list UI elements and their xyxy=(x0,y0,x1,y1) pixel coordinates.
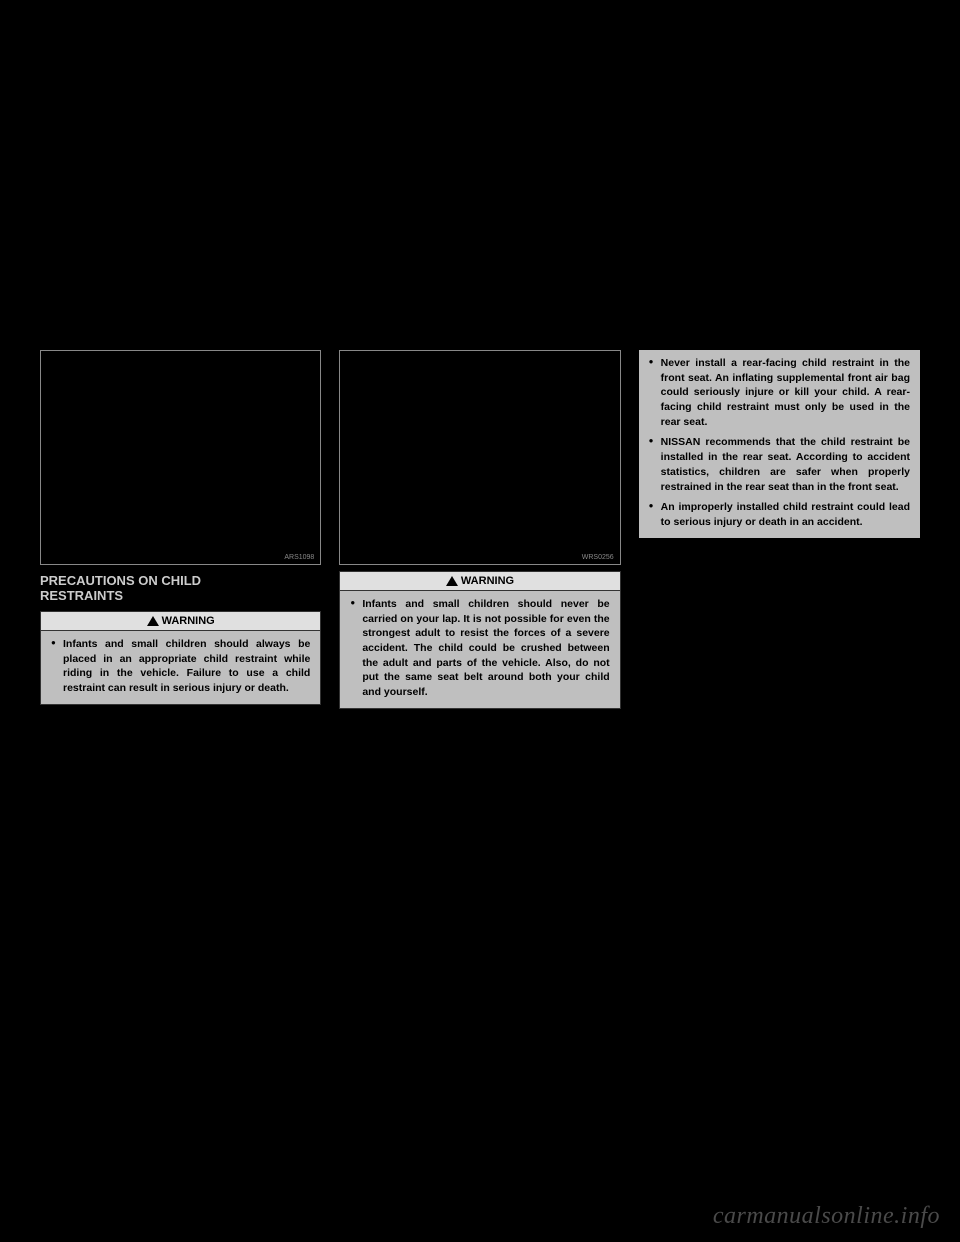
section-title: PRECAUTIONS ON CHILDRESTRAINTS xyxy=(40,573,321,603)
warning-item: NISSAN recommends that the child restrai… xyxy=(649,435,910,494)
warning-box-middle: WARNING Infants and small children shoul… xyxy=(339,571,620,709)
left-column: ARS1098 PRECAUTIONS ON CHILDRESTRAINTS W… xyxy=(40,350,321,709)
right-column: Never install a rear-facing child restra… xyxy=(639,350,920,709)
warning-body-middle: Infants and small children should never … xyxy=(340,591,619,708)
image-code-left: ARS1098 xyxy=(284,554,314,561)
middle-column: WRS0256 WARNING Infants and small childr… xyxy=(339,350,620,709)
warning-item: Infants and small children should never … xyxy=(350,597,609,700)
warning-icon xyxy=(147,616,159,626)
image-code-middle: WRS0256 xyxy=(582,554,614,561)
warning-list-middle: Infants and small children should never … xyxy=(350,597,609,700)
warning-body-left: Infants and small children should always… xyxy=(41,631,320,704)
warning-box-left: WARNING Infants and small children shoul… xyxy=(40,611,321,705)
warning-item: An improperly installed child restraint … xyxy=(649,500,910,529)
illustration-left: ARS1098 xyxy=(40,350,321,565)
warning-label: WARNING xyxy=(461,575,514,587)
watermark: carmanualsonline.info xyxy=(713,1203,940,1230)
warning-item: Never install a rear-facing child restra… xyxy=(649,356,910,429)
warning-header-middle: WARNING xyxy=(340,572,619,591)
warning-label: WARNING xyxy=(162,615,215,627)
warning-header-left: WARNING xyxy=(41,612,320,631)
illustration-middle: WRS0256 xyxy=(339,350,620,565)
warning-item: Infants and small children should always… xyxy=(51,637,310,696)
warning-list-left: Infants and small children should always… xyxy=(51,637,310,696)
page-content: ARS1098 PRECAUTIONS ON CHILDRESTRAINTS W… xyxy=(40,350,920,709)
warning-list-right: Never install a rear-facing child restra… xyxy=(639,350,920,538)
warning-icon xyxy=(446,576,458,586)
